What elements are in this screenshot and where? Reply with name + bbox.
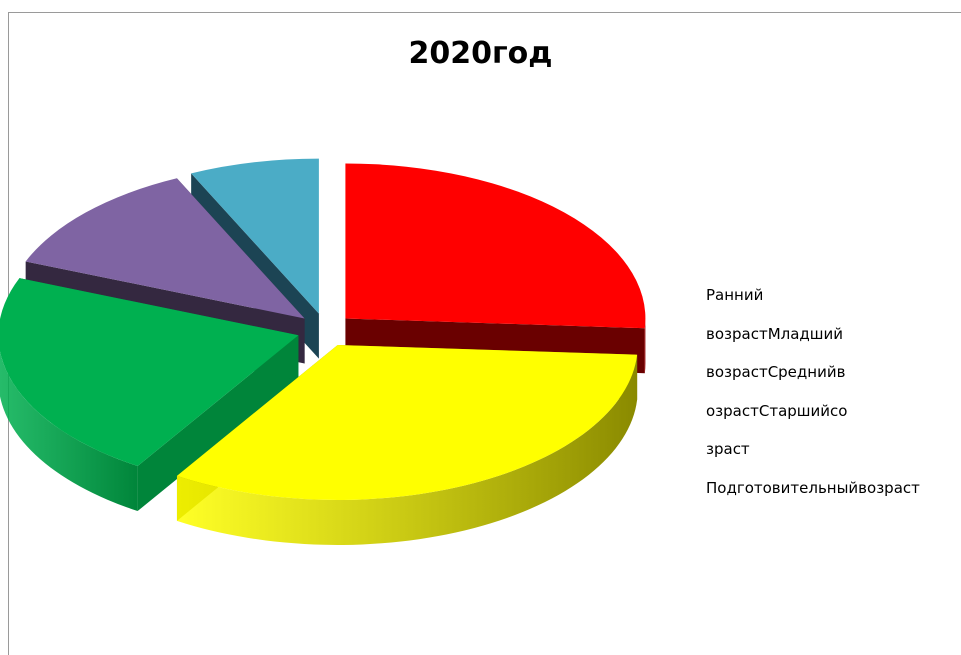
pie-slice-2-top	[176, 344, 638, 500]
chart-title: 2020год	[408, 36, 553, 71]
pie-slice-2	[176, 344, 638, 545]
pie-slice-1-side	[644, 318, 646, 374]
legend-line-3: возрастСреднийв	[706, 363, 846, 381]
legend-line-6: Подготовительныйвозраст	[706, 478, 920, 497]
legend-line-2: возрастМладший	[706, 324, 844, 343]
pie-slice-1	[345, 163, 646, 374]
pie-slice-5-top	[191, 158, 319, 314]
pie-slice-3-top	[0, 278, 299, 467]
legend-line-1: Ранний	[706, 286, 764, 304]
pie-slice-3	[0, 278, 299, 512]
legend: Ранний возрастМладший возрастСреднийв оз…	[706, 276, 956, 507]
pie-slice-3-side	[0, 351, 138, 512]
legend-line-5: зраст	[706, 440, 750, 458]
pie-slice-1-top	[345, 163, 646, 329]
pie-slice-3-cut-face-1	[137, 335, 299, 512]
pie-slice-2-side	[176, 354, 638, 545]
legend-line-4: озрастСтаршийсо	[706, 401, 848, 420]
pie-slice-4-top	[25, 178, 305, 319]
